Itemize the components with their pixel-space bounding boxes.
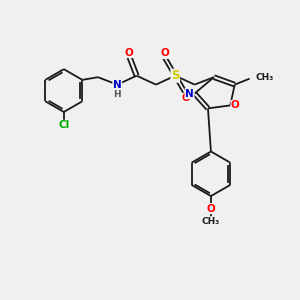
Text: O: O [125, 47, 134, 58]
Text: O: O [207, 204, 215, 214]
Text: S: S [171, 69, 179, 82]
Text: O: O [231, 100, 240, 110]
Text: CH₃: CH₃ [256, 73, 274, 82]
Text: O: O [160, 48, 169, 59]
Text: N: N [185, 88, 194, 98]
Text: N: N [113, 80, 122, 90]
Text: O: O [181, 93, 190, 103]
Text: CH₃: CH₃ [202, 217, 220, 226]
Text: H: H [113, 90, 121, 99]
Text: Cl: Cl [58, 120, 69, 130]
